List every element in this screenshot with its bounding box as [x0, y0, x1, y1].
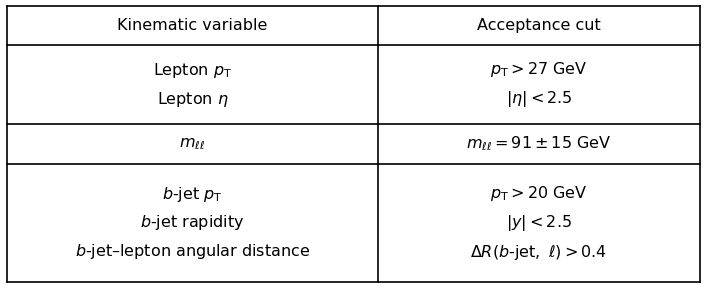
Text: Kinematic variable: Kinematic variable [117, 18, 267, 33]
Text: Acceptance cut: Acceptance cut [477, 18, 601, 33]
Text: Lepton $p_{\mathrm{T}}$
Lepton $\eta$: Lepton $p_{\mathrm{T}}$ Lepton $\eta$ [153, 61, 232, 109]
Text: $b$-jet $p_{\mathrm{T}}$
$b$-jet rapidity
$b$-jet–lepton angular distance: $b$-jet $p_{\mathrm{T}}$ $b$-jet rapidit… [75, 185, 310, 261]
Text: $m_{\ell\ell} = 91 \pm 15$ GeV: $m_{\ell\ell} = 91 \pm 15$ GeV [466, 135, 612, 153]
Text: $m_{\ell\ell}$: $m_{\ell\ell}$ [180, 136, 206, 152]
Text: $p_{\mathrm{T}} > 20$ GeV
$|y| < 2.5$
$\Delta R(b\text{-jet},\ \ell) > 0.4$: $p_{\mathrm{T}} > 20$ GeV $|y| < 2.5$ $\… [470, 184, 607, 262]
Text: $p_{\mathrm{T}} > 27$ GeV
$|\eta| < 2.5$: $p_{\mathrm{T}} > 27$ GeV $|\eta| < 2.5$ [490, 60, 588, 109]
